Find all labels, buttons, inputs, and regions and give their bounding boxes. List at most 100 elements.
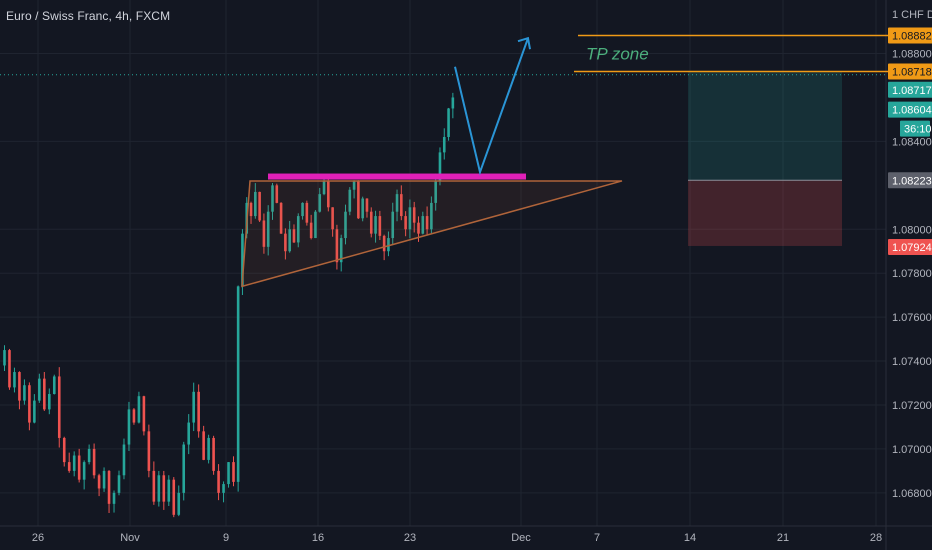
candle-body [369, 211, 373, 234]
candle-body [207, 437, 210, 460]
candle [147, 424, 151, 478]
candle [227, 462, 230, 488]
candle [137, 391, 141, 424]
candle [331, 207, 334, 237]
candle [314, 210, 317, 239]
y-tick-label: 1.07400 [892, 356, 932, 368]
candle-body [82, 462, 86, 480]
candle [369, 207, 373, 238]
y-tick-label: 1.08400 [892, 136, 932, 148]
candle [33, 394, 36, 424]
candle-body [378, 216, 382, 236]
candle [391, 202, 395, 245]
candle [447, 107, 450, 141]
candle-body [275, 185, 279, 203]
candle [266, 205, 270, 256]
price-tag-tp-upper: 1.08882 [888, 27, 932, 44]
candle [271, 183, 274, 220]
candle [62, 436, 66, 467]
candle-body [192, 391, 195, 423]
candle [400, 185, 403, 221]
x-tick-label: 14 [684, 532, 696, 544]
x-axis: 26 Nov 9 16 23 Dec 7 14 21 28 [32, 532, 882, 544]
candle [112, 490, 116, 513]
candle [442, 128, 446, 160]
candle [249, 201, 253, 224]
candle-body [162, 475, 166, 502]
candle [408, 199, 412, 239]
candle-body [438, 152, 442, 181]
candle [97, 473, 101, 497]
candle [357, 180, 360, 219]
price-tag-bg [888, 81, 932, 98]
resistance-band [268, 173, 526, 180]
candle [296, 213, 300, 248]
tp-zone-label: TP zone [586, 45, 649, 64]
candle [395, 189, 399, 222]
candle [157, 470, 161, 507]
candle-body [62, 437, 66, 463]
candle-body [391, 211, 395, 239]
candle [182, 441, 186, 501]
x-tick-label: 26 [32, 532, 44, 544]
candle-body [172, 479, 176, 515]
candle-body [447, 108, 450, 138]
candle [412, 201, 416, 233]
candle-body [28, 385, 31, 423]
candle [262, 213, 266, 254]
candle [187, 414, 191, 455]
candle [430, 196, 433, 234]
candle-body [451, 97, 455, 109]
candle-body [382, 235, 386, 252]
price-tag-bg [888, 27, 932, 44]
price-tag-stop: 1.07924 [888, 238, 932, 255]
candle [236, 285, 240, 492]
candle [404, 211, 407, 237]
y-tick-label: 1.06800 [892, 488, 932, 500]
candle [339, 234, 343, 272]
x-tick-label: 9 [223, 532, 229, 544]
candle-body [417, 222, 420, 234]
candle-body [152, 470, 156, 502]
candle-body [77, 455, 81, 480]
candle-body [258, 191, 261, 221]
candle-body [292, 229, 296, 243]
y-axis: 1.06800 1.07000 1.07200 1.07400 1.07600 1.078… [892, 9, 932, 500]
candle-body [344, 211, 347, 239]
candle-body [271, 185, 274, 212]
candle [258, 191, 261, 223]
candle [82, 460, 86, 490]
candle-body [236, 286, 240, 482]
candle [107, 470, 111, 513]
candle-body [425, 216, 429, 230]
candle-body [127, 409, 131, 445]
candle [344, 204, 347, 245]
candle [92, 443, 96, 479]
candle-body [408, 207, 412, 230]
candle-body [142, 396, 146, 432]
candle-body [117, 475, 121, 493]
candle [13, 367, 16, 393]
projection-arrowhead [517, 36, 531, 50]
candle [425, 206, 429, 235]
candle [162, 470, 166, 510]
candle [279, 202, 283, 234]
candle-body [102, 470, 106, 489]
candle [167, 475, 171, 506]
candle [152, 461, 156, 505]
candle [72, 451, 76, 477]
candle [127, 401, 131, 451]
price-tags: 1.08882 1.08718 1.08717 1.08604 36:10 1.08223… [888, 27, 932, 255]
candle [327, 176, 330, 212]
candle-body [284, 233, 287, 252]
candle-body [8, 350, 11, 388]
candle [387, 231, 390, 257]
symbol-title[interactable]: Euro / Swiss Franc, 4h, FXCM [6, 9, 171, 23]
candle-body [400, 194, 403, 217]
candle-body [52, 376, 56, 395]
price-tag-label: 36:10 [904, 124, 932, 136]
candle-body [322, 180, 326, 195]
candle-body [279, 202, 283, 234]
